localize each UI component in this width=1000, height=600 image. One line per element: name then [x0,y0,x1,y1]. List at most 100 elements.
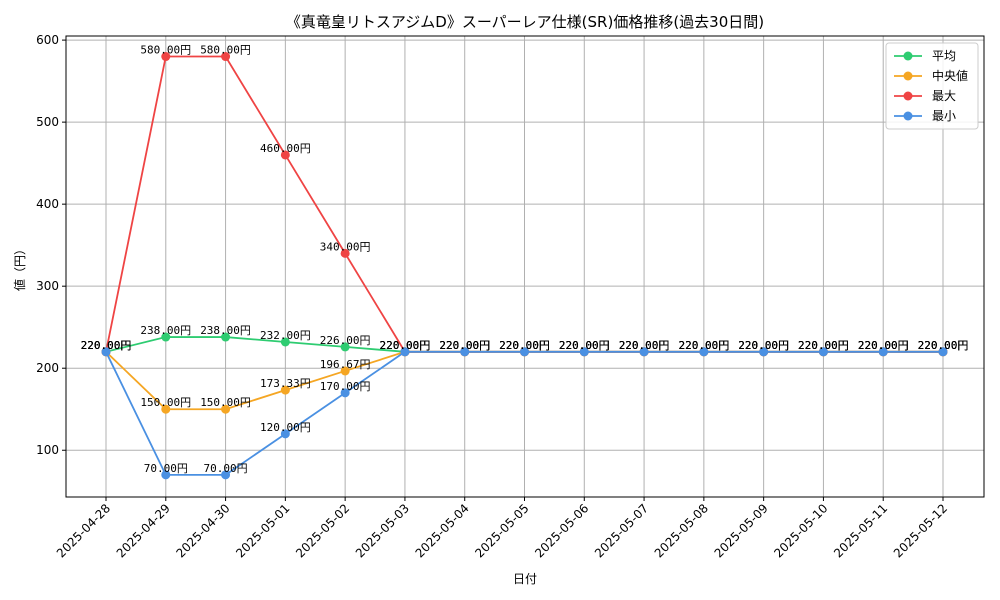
data-label: 220.00円 [559,339,610,352]
data-label: 220.00円 [380,339,431,352]
data-label: 220.00円 [678,339,729,352]
data-label: 220.00円 [619,339,670,352]
data-label: 70.00円 [144,462,188,475]
data-label: 220.00円 [380,339,431,352]
x-tick-label: 2025-05-11 [831,501,890,560]
data-label: 120.00円 [260,421,311,434]
data-label: 220.00円 [918,339,969,352]
data-label: 220.00円 [439,339,490,352]
data-point [759,347,769,357]
data-label: 340.00円 [320,240,371,253]
data-label: 220.00円 [858,339,909,352]
data-point [340,342,350,352]
data-label: 580.00円 [140,44,191,57]
data-label: 220.00円 [619,339,670,352]
data-label: 220.00円 [858,339,909,352]
data-label: 232.00円 [260,329,311,342]
data-point [221,52,231,62]
y-axis: 100 200 300 400 500 600 [36,33,66,457]
x-tick-label: 2025-05-06 [532,501,591,560]
data-label: 220.00円 [380,339,431,352]
x-tick-label: 2025-04-29 [114,501,173,560]
data-label: 220.00円 [678,339,729,352]
data-label: 220.00円 [439,339,490,352]
x-tick-label: 2025-04-30 [173,501,232,560]
legend-marker [903,51,913,61]
data-label: 220.00円 [439,339,490,352]
data-label: 220.00円 [738,339,789,352]
y-tick-label: 500 [36,115,59,129]
legend-box [885,42,979,130]
data-point [400,347,410,357]
data-label: 220.00円 [619,339,670,352]
data-point [280,429,290,439]
data-point [161,52,171,62]
data-point [818,347,828,357]
data-label: 238.00円 [200,324,251,337]
data-label: 460.00円 [260,142,311,155]
data-label: 220.00円 [81,339,132,352]
y-tick-label: 100 [36,443,59,457]
x-tick-label: 2025-04-28 [54,501,113,560]
data-label: 220.00円 [798,339,849,352]
data-label: 220.00円 [499,339,550,352]
x-tick-label: 2025-05-04 [413,501,472,560]
data-label: 196.67円 [320,358,371,371]
data-label: 220.00円 [619,339,670,352]
data-point [938,347,948,357]
legend-marker [903,71,913,81]
data-label: 220.00円 [918,339,969,352]
data-label: 70.00円 [204,462,248,475]
data-label: 173.33円 [260,377,311,390]
data-label: 220.00円 [798,339,849,352]
data-label: 220.00円 [499,339,550,352]
data-label: 150.00円 [200,396,251,409]
data-label: 220.00円 [738,339,789,352]
data-point [161,404,171,414]
x-tick-label: 2025-05-05 [472,501,531,560]
x-tick-label: 2025-05-03 [353,501,412,560]
grid [66,36,984,497]
x-tick-label: 2025-05-12 [891,501,950,560]
data-label: 220.00円 [858,339,909,352]
data-point [699,347,709,357]
x-axis: 2025-04-28 2025-04-29 2025-04-30 2025-05-01… [54,497,950,560]
data-label: 580.00円 [200,44,251,57]
data-label: 170.00円 [320,380,371,393]
data-label: 220.00円 [81,339,132,352]
series-group [101,52,948,480]
data-point [639,347,649,357]
data-label: 220.00円 [499,339,550,352]
data-label: 220.00円 [798,339,849,352]
data-label: 238.00円 [140,324,191,337]
data-label: 220.00円 [559,339,610,352]
data-point [340,248,350,258]
data-label: 220.00円 [738,339,789,352]
data-label: 226.00円 [320,334,371,347]
y-axis-label: 値（円） [12,243,27,291]
data-point [221,404,231,414]
data-point [161,332,171,342]
data-label: 220.00円 [559,339,610,352]
data-point [280,337,290,347]
legend-label: 中央値 [932,68,968,83]
data-point [101,347,111,357]
data-point [520,347,529,357]
x-tick-label: 2025-05-08 [652,501,711,560]
chart-title: 《真竜皇リトスアジムD》スーパーレア仕様(SR)価格推移(過去30日間) [286,13,764,31]
data-point [460,347,470,357]
x-tick-label: 2025-05-07 [592,501,651,560]
x-tick-label: 2025-05-09 [712,501,771,560]
data-label: 220.00円 [439,339,490,352]
data-label: 220.00円 [81,339,132,352]
data-label: 220.00円 [798,339,849,352]
y-tick-label: 200 [36,361,59,375]
y-tick-label: 400 [36,197,59,211]
data-point [579,347,589,357]
data-point [878,347,888,357]
legend-label: 最大 [932,89,956,103]
data-labels: 220.00円 238.00円 238.00円 232.00円 226.00円 220.0… [81,44,969,475]
data-label: 220.00円 [858,339,909,352]
